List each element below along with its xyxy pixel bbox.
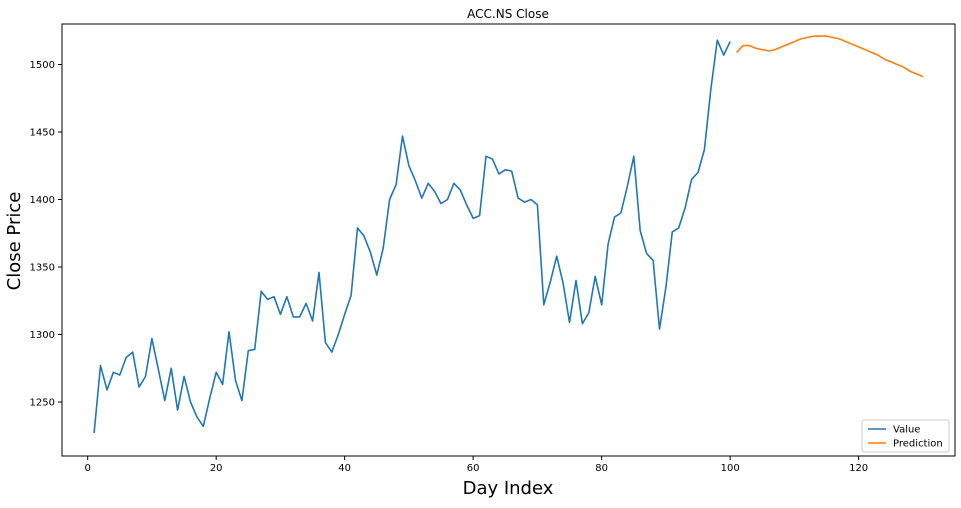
y-tick-label: 1300 — [30, 330, 55, 341]
chart-title: ACC.NS Close — [467, 7, 549, 21]
plot-frame — [61, 23, 956, 457]
y-axis: 1250 1300 1350 1400 1450 1500 — [30, 60, 62, 409]
x-tick-label: 0 — [85, 463, 91, 474]
series-line-value — [93, 39, 731, 434]
y-tick-label: 1500 — [30, 60, 55, 71]
x-axis-title: Day Index — [463, 478, 554, 499]
y-axis-title: Close Price — [4, 192, 25, 291]
y-tick-label: 1350 — [30, 263, 55, 274]
x-tick-label: 40 — [338, 463, 351, 474]
x-tick-label: 80 — [595, 463, 608, 474]
legend-label-prediction: Prediction — [893, 439, 943, 450]
x-tick-label: 60 — [467, 463, 480, 474]
legend-box — [861, 419, 950, 453]
series-line-prediction — [736, 35, 924, 78]
y-tick-label: 1250 — [30, 398, 55, 409]
legend-label-value: Value — [893, 425, 920, 436]
x-tick-label: 100 — [721, 463, 740, 474]
x-tick-label: 120 — [849, 463, 868, 474]
y-tick-label: 1400 — [30, 195, 55, 206]
x-axis: 0 20 40 60 80 100 120 — [85, 456, 868, 474]
series-layer — [93, 35, 924, 434]
y-tick-label: 1450 — [30, 128, 55, 139]
x-tick-label: 20 — [210, 463, 223, 474]
legend: Value Prediction — [861, 419, 950, 453]
